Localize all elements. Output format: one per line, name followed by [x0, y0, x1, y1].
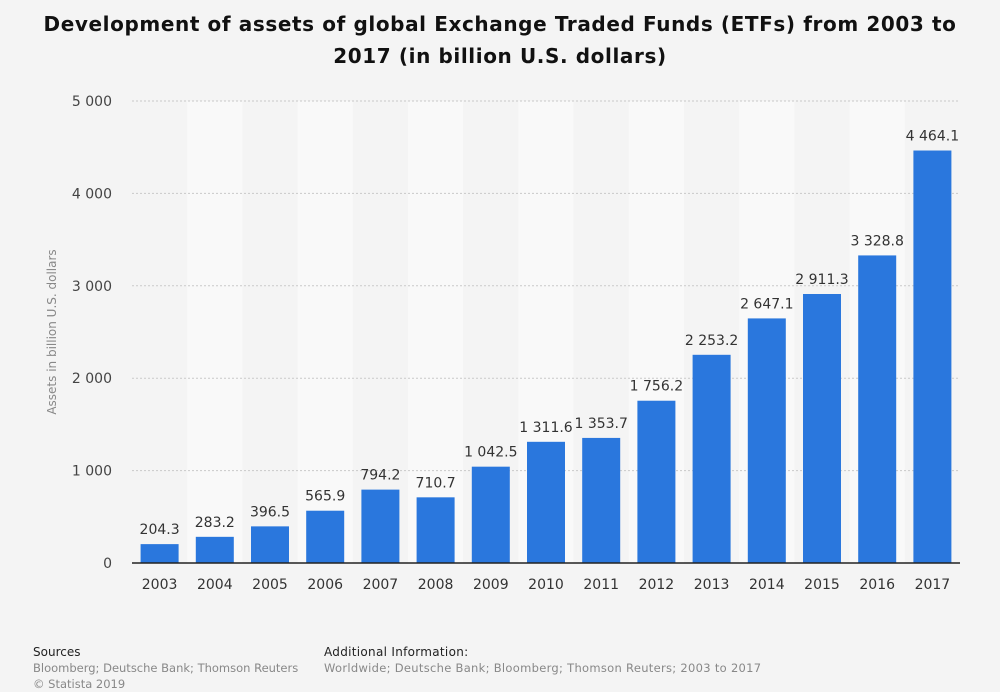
chart-title: Development of assets of global Exchange…: [43, 12, 957, 68]
x-tick-label: 2015: [804, 577, 840, 593]
x-tick-label: 2017: [915, 577, 951, 593]
data-label: 2 253.2: [685, 333, 738, 349]
x-tick-label: 2009: [473, 577, 509, 593]
x-tick-label: 2016: [859, 577, 895, 593]
additional-info-text: Worldwide; Deutsche Bank; Bloomberg; Tho…: [324, 661, 762, 675]
data-label: 396.5: [250, 504, 290, 520]
data-label: 1 756.2: [630, 379, 683, 395]
data-label: 565.9: [305, 489, 345, 505]
x-tick-label: 2003: [142, 577, 178, 593]
data-label: 2 647.1: [740, 296, 793, 312]
bar: [140, 544, 179, 563]
x-tick-label: 2013: [694, 577, 730, 593]
x-tick-label: 2010: [528, 577, 564, 593]
bar: [858, 255, 897, 563]
x-tick-label: 2012: [639, 577, 675, 593]
x-tick-label: 2014: [749, 577, 785, 593]
column-band: [408, 101, 464, 563]
x-tick-label: 2005: [252, 577, 288, 593]
column-band: [132, 101, 188, 563]
copyright: © Statista 2019: [33, 677, 126, 691]
bar: [527, 441, 565, 563]
data-label: 1 353.7: [574, 416, 627, 432]
x-tick-label: 2007: [363, 577, 399, 593]
bar: [251, 526, 289, 563]
y-tick-label: 3 000: [72, 279, 112, 295]
bar: [637, 400, 676, 563]
data-label: 4 464.1: [906, 129, 959, 145]
x-tick-label: 2008: [418, 577, 454, 593]
data-label: 3 328.8: [850, 233, 903, 249]
y-tick-label: 5 000: [72, 94, 112, 110]
x-tick-label: 2006: [307, 577, 343, 593]
bar: [913, 150, 952, 564]
bar: [416, 497, 455, 563]
bar: [361, 489, 400, 563]
data-label: 283.2: [195, 515, 235, 531]
sources-block: Sources Bloomberg; Deutsche Bank; Thomso…: [33, 644, 298, 692]
sources-heading: Sources: [33, 645, 81, 659]
column-band: [242, 101, 298, 563]
additional-info-heading: Additional Information:: [324, 645, 469, 659]
data-label: 794.2: [360, 468, 400, 484]
data-label: 1 042.5: [464, 445, 517, 461]
bar-chart: 0 1 000 2 000 3 000 4 000 5 000 204.3 283.2 396…: [45, 94, 960, 593]
column-band: [297, 101, 353, 563]
bar: [803, 293, 841, 563]
data-label: 710.7: [416, 475, 456, 491]
bar: [306, 510, 345, 563]
data-label: 1 311.6: [519, 420, 573, 436]
data-label: 204.3: [140, 522, 180, 538]
column-band: [187, 101, 243, 563]
bar: [471, 466, 510, 563]
data-label: 2 911.3: [795, 272, 848, 288]
bar: [747, 318, 786, 563]
y-tick-label: 0: [103, 556, 112, 572]
y-tick-label: 2 000: [72, 371, 112, 387]
column-band: [352, 101, 408, 563]
x-tick-label: 2004: [197, 577, 233, 593]
sources-text: Bloomberg; Deutsche Bank; Thomson Reuter…: [33, 661, 299, 675]
bar: [582, 437, 621, 563]
additional-info-block: Additional Information: Worldwide; Deuts…: [324, 644, 761, 676]
y-tick-label: 1 000: [72, 464, 112, 480]
bar: [195, 536, 234, 563]
x-tick-label: 2011: [583, 577, 619, 593]
y-axis-label: Assets in billion U.S. dollars: [45, 249, 59, 414]
y-tick-label: 4 000: [72, 186, 112, 202]
bar: [692, 354, 731, 563]
